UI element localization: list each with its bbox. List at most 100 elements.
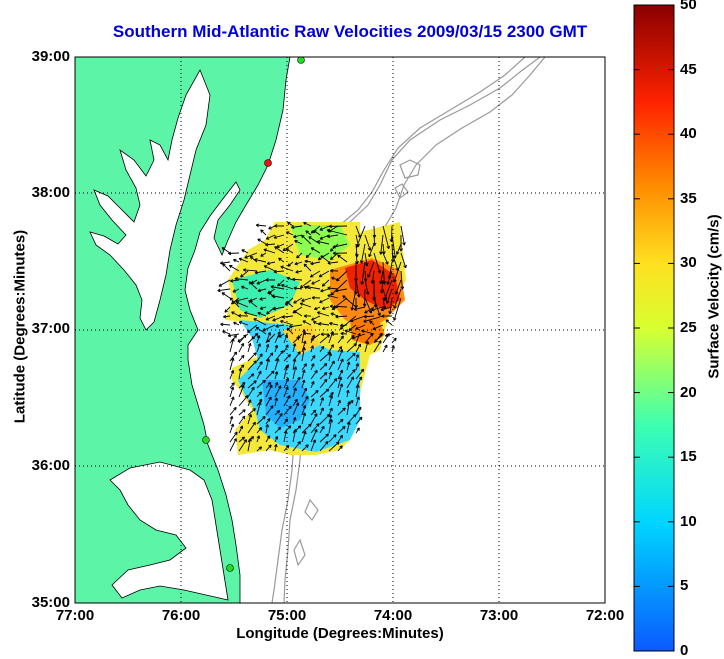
velocity-arrow-head: [244, 255, 248, 259]
velocity-arrow: [382, 297, 386, 310]
velocity-arrow: [340, 324, 348, 327]
velocity-arrow-head: [355, 354, 360, 358]
velocity-arrow: [335, 288, 348, 292]
velocity-arrow-head: [268, 226, 272, 230]
velocity-arrow-head: [379, 332, 383, 337]
velocity-arrow: [337, 369, 343, 380]
velocity-arrow: [310, 439, 316, 452]
velocity-arrow: [317, 311, 330, 317]
x-tick-label: 72:00: [585, 607, 625, 624]
colorbar-tick-label: 30: [680, 254, 697, 271]
velocity-arrow: [256, 353, 263, 362]
velocity-arrow-head: [403, 264, 407, 269]
y-tick-label: 38:00: [31, 184, 70, 201]
velocity-arrow: [228, 252, 240, 254]
y-tick-label: 39:00: [31, 48, 70, 65]
velocity-arrow: [364, 333, 374, 344]
velocity-arrow: [223, 315, 231, 318]
velocity-arrow: [327, 294, 339, 299]
velocity-arrow-head: [252, 408, 256, 412]
velocity-arrow: [355, 427, 360, 434]
velocity-arrow-head: [285, 386, 289, 390]
velocity-arrow-head: [393, 305, 397, 309]
velocity-arrow: [314, 306, 321, 310]
velocity-arrow: [291, 225, 303, 228]
velocity-arrow-head: [231, 382, 235, 386]
velocity-arrow: [256, 343, 261, 353]
velocity-arrow: [310, 381, 315, 389]
velocity-arrow: [310, 355, 316, 362]
velocity-arrow-head: [303, 263, 308, 268]
velocity-arrow-head: [269, 384, 273, 389]
velocity-arrow-head: [268, 444, 272, 448]
velocity-arrow-head: [288, 324, 293, 329]
velocity-arrow-head: [333, 434, 337, 438]
velocity-arrow-head: [310, 261, 314, 266]
velocity-arrow-head: [270, 285, 274, 289]
velocity-arrow-head: [287, 221, 291, 226]
velocity-arrow: [346, 401, 350, 416]
velocity-arrow-head: [351, 334, 355, 339]
velocity-arrow-head: [292, 277, 296, 282]
velocity-arrow-head: [321, 283, 326, 287]
velocity-arrow: [400, 252, 407, 269]
velocity-arrow: [282, 243, 294, 251]
velocity-arrow-head: [317, 256, 322, 261]
velocity-arrow: [364, 279, 369, 295]
velocity-arrow: [274, 331, 281, 344]
velocity-arrow: [355, 343, 361, 353]
velocity-arrow: [293, 310, 303, 317]
velocity-arrow-head: [259, 297, 263, 301]
velocity-arrow: [287, 221, 294, 227]
velocity-arrow-head: [311, 295, 315, 300]
velocity-arrow: [321, 279, 330, 287]
velocity-arrow-head: [256, 335, 261, 339]
velocity-arrow-head: [323, 363, 328, 367]
velocity-arrow-head: [257, 343, 261, 347]
velocity-arrow: [304, 260, 312, 263]
velocity-arrow: [328, 407, 333, 416]
velocity-arrow: [330, 252, 339, 260]
velocity-arrow: [228, 333, 240, 337]
velocity-arrow: [373, 252, 381, 274]
velocity-arrow-head: [234, 431, 238, 436]
velocity-arrow-head: [297, 425, 302, 429]
velocity-arrow-head: [293, 366, 298, 370]
velocity-arrow-head: [304, 259, 308, 264]
velocity-arrow: [220, 323, 231, 326]
velocity-arrow-head: [352, 414, 357, 418]
velocity-arrow-head: [256, 435, 261, 439]
velocity-arrow: [238, 436, 245, 443]
velocity-arrow: [391, 337, 397, 344]
velocity-arrow-head: [231, 396, 235, 400]
velocity-arrow: [256, 391, 262, 398]
velocity-arrow-head: [259, 361, 263, 365]
velocity-arrow: [380, 306, 393, 311]
velocity-arrow-head: [293, 387, 297, 391]
velocity-arrow-head: [277, 331, 281, 335]
velocity-arrow-head: [320, 397, 324, 401]
velocity-arrow: [371, 270, 375, 284]
velocity-arrow: [274, 436, 278, 443]
velocity-arrow: [322, 306, 330, 310]
velocity-arrow: [337, 407, 346, 416]
velocity-arrow: [301, 297, 312, 302]
velocity-arrow-head: [335, 314, 339, 319]
velocity-arrow-head: [253, 318, 257, 322]
velocity-arrow-head: [311, 334, 316, 339]
velocity-arrow-head: [318, 273, 323, 278]
velocity-arrow: [313, 321, 321, 326]
velocity-arrow-head: [339, 434, 343, 439]
velocity-arrow: [257, 312, 267, 317]
velocity-arrow-head: [321, 425, 325, 430]
velocity-arrow-head: [233, 351, 238, 356]
velocity-arrow-head: [340, 331, 344, 336]
velocity-arrow-head: [313, 321, 317, 325]
velocity-arrow-head: [240, 274, 244, 278]
velocity-arrow: [301, 234, 312, 245]
velocity-arrow: [274, 385, 282, 398]
velocity-arrow-head: [302, 329, 306, 333]
velocity-arrow: [292, 336, 300, 344]
velocity-arrow: [247, 352, 257, 362]
